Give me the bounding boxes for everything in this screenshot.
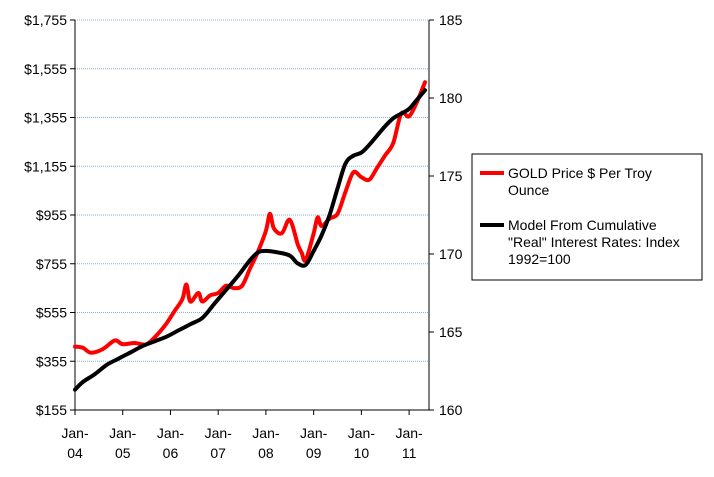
x-tick-label: Jan- 09 (300, 425, 328, 461)
x-tick-label-bottom: 07 (210, 445, 226, 461)
x-tick-label-bottom: 06 (163, 445, 179, 461)
right-tick-label: 180 (439, 90, 463, 106)
legend-label-model-line-1: Model From Cumulative (508, 217, 657, 233)
gridlines (75, 19, 429, 362)
left-tick-label: $1,555 (24, 61, 67, 77)
x-tick-label: Jan- 08 (252, 425, 280, 461)
left-tick-label: $555 (36, 305, 67, 321)
left-tick-label: $1,155 (24, 158, 67, 174)
left-axis-ticks: $155 $355 $555 $755 $955 $1,155 $1,355 $1,555 $1… (24, 12, 75, 418)
x-tick-label-top: Jan- (348, 425, 376, 441)
legend-label-gold-line-1: GOLD Price $ Per Troy (508, 165, 652, 181)
right-tick-label: 160 (439, 402, 463, 418)
series-layer (73, 80, 427, 392)
x-tick-label-top: Jan- (252, 425, 280, 441)
left-tick-label: $1,755 (24, 12, 67, 28)
left-tick-label: $955 (36, 207, 67, 223)
x-tick-label: Jan- 06 (157, 425, 185, 461)
x-tick-label-top: Jan- (395, 425, 423, 441)
x-tick-label: Jan- 07 (205, 425, 233, 461)
x-tick-label-top: Jan- (61, 425, 89, 441)
x-tick-label-bottom: 05 (115, 445, 131, 461)
x-tick-label-bottom: 04 (67, 445, 83, 461)
x-axis-ticks: Jan-04Jan-05Jan-06Jan-07Jan-08Jan-09Jan-… (61, 410, 423, 461)
legend-label-model: Model From Cumulative "Real" Interest Ra… (508, 217, 684, 267)
legend-label-model-line-3: 1992=100 (508, 251, 571, 267)
left-tick-label: $355 (36, 353, 67, 369)
x-tick-label: Jan- 11 (395, 425, 423, 461)
legend-label-gold-line-2: Ounce (508, 182, 549, 198)
right-tick-label: 185 (439, 12, 463, 28)
right-tick-label: 165 (439, 324, 463, 340)
legend-label-gold: GOLD Price $ Per Troy Ounce (508, 165, 656, 198)
x-tick-label-top: Jan- (109, 425, 137, 441)
x-tick-label-top: Jan- (157, 425, 185, 441)
legend-label-model-line-2: "Real" Interest Rates: Index (508, 234, 680, 250)
x-tick-label: Jan- 05 (109, 425, 137, 461)
x-tick-label-top: Jan- (300, 425, 328, 441)
x-tick-label-bottom: 10 (354, 445, 370, 461)
x-tick-label-bottom: 09 (306, 445, 322, 461)
right-tick-label: 170 (439, 246, 463, 262)
legend: GOLD Price $ Per Troy Ounce Model From C… (471, 153, 703, 281)
left-tick-label: $755 (36, 256, 67, 272)
x-tick-label-bottom: 08 (258, 445, 274, 461)
series-line-model-index (73, 88, 427, 392)
left-tick-label: $155 (36, 402, 67, 418)
legend-box (471, 153, 703, 281)
right-axis-ticks: 160 165 170 175 180 185 (429, 12, 463, 418)
left-tick-label: $1,355 (24, 110, 67, 126)
x-tick-label: Jan- 10 (348, 425, 376, 461)
x-tick-label: Jan- 04 (61, 425, 89, 461)
right-tick-label: 175 (439, 168, 463, 184)
series-line-gold-price (73, 80, 427, 355)
x-tick-label-top: Jan- (205, 425, 233, 441)
x-tick-label-bottom: 11 (402, 445, 417, 461)
